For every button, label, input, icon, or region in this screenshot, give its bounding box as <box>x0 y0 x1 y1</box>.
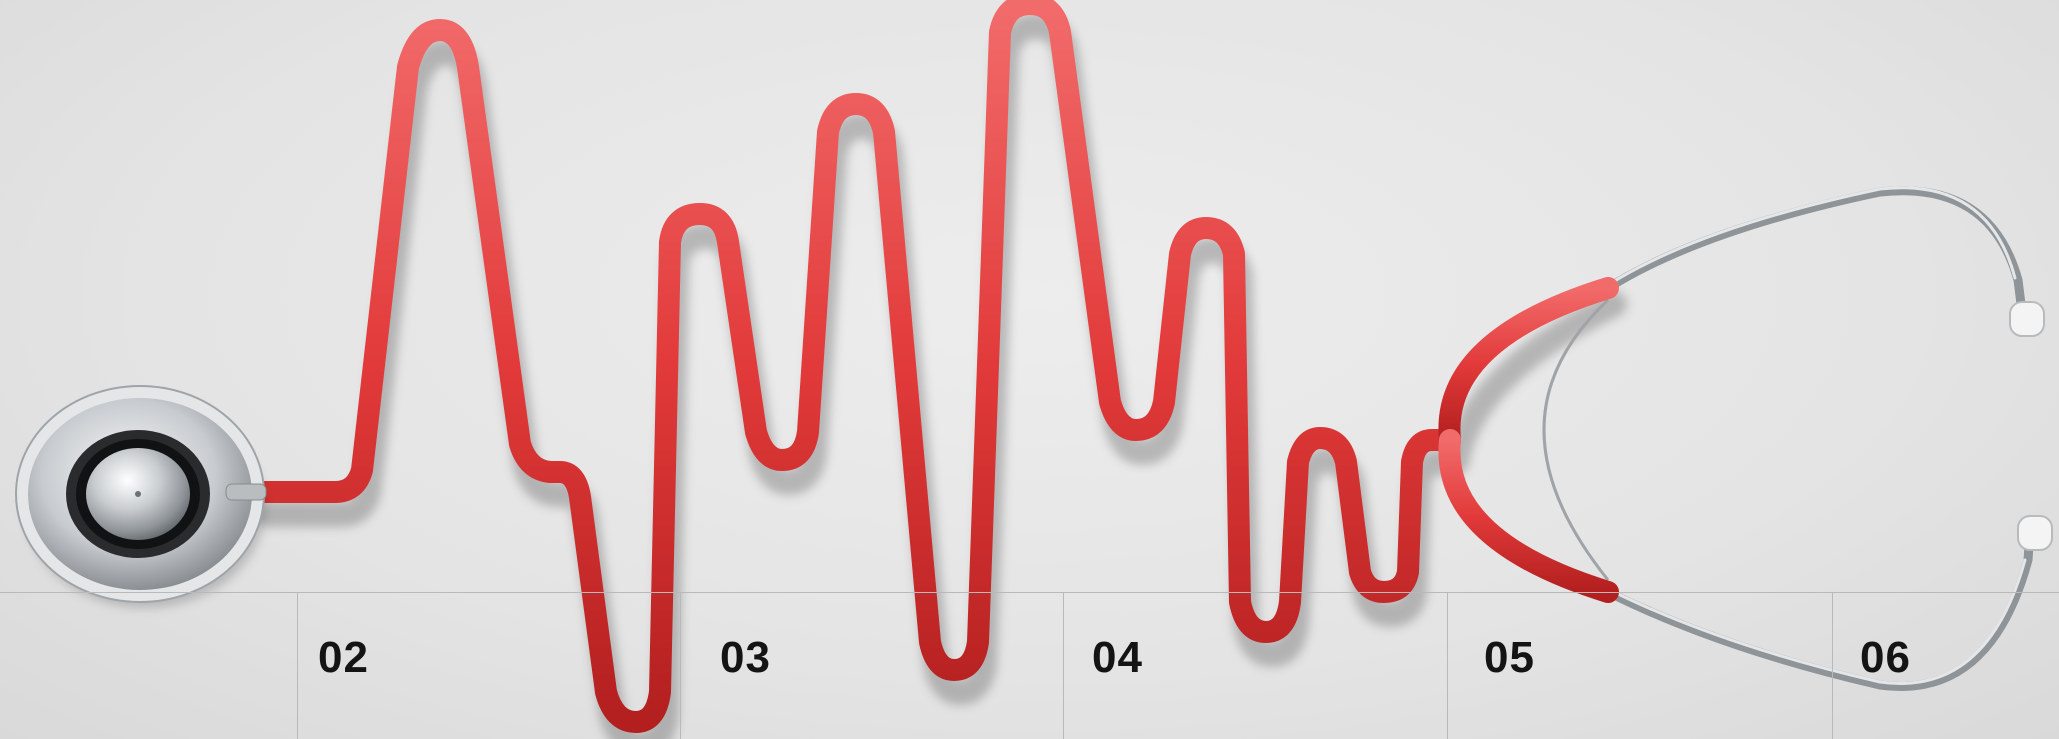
chest-piece-center <box>135 491 141 497</box>
section-label-03: 03 <box>720 633 771 682</box>
chest-piece-stem <box>225 483 267 501</box>
section-baseline <box>0 592 2059 593</box>
section-divider <box>297 592 298 739</box>
section-label-06: 06 <box>1860 633 1911 682</box>
heartbeat-tube <box>251 0 1461 733</box>
ear-tip-lower-icon <box>2017 515 2053 551</box>
ear-tube-lower-highlight <box>1606 558 2027 685</box>
section-divider <box>1063 592 1064 739</box>
ear-tip-upper-icon <box>2009 301 2045 337</box>
section-label-05: 05 <box>1484 633 1535 682</box>
section-divider <box>680 592 681 739</box>
section-label-04: 04 <box>1092 633 1143 682</box>
y-tube-lower <box>1438 429 1619 603</box>
section-divider <box>1832 592 1833 739</box>
binaural-spring <box>1542 298 1610 581</box>
section-divider <box>1447 592 1448 739</box>
section-label-02: 02 <box>318 633 369 682</box>
ear-tube-lower <box>1603 525 2035 691</box>
ear-tube-upper-highlight <box>1606 186 2017 287</box>
y-tube-upper <box>1438 277 1619 451</box>
